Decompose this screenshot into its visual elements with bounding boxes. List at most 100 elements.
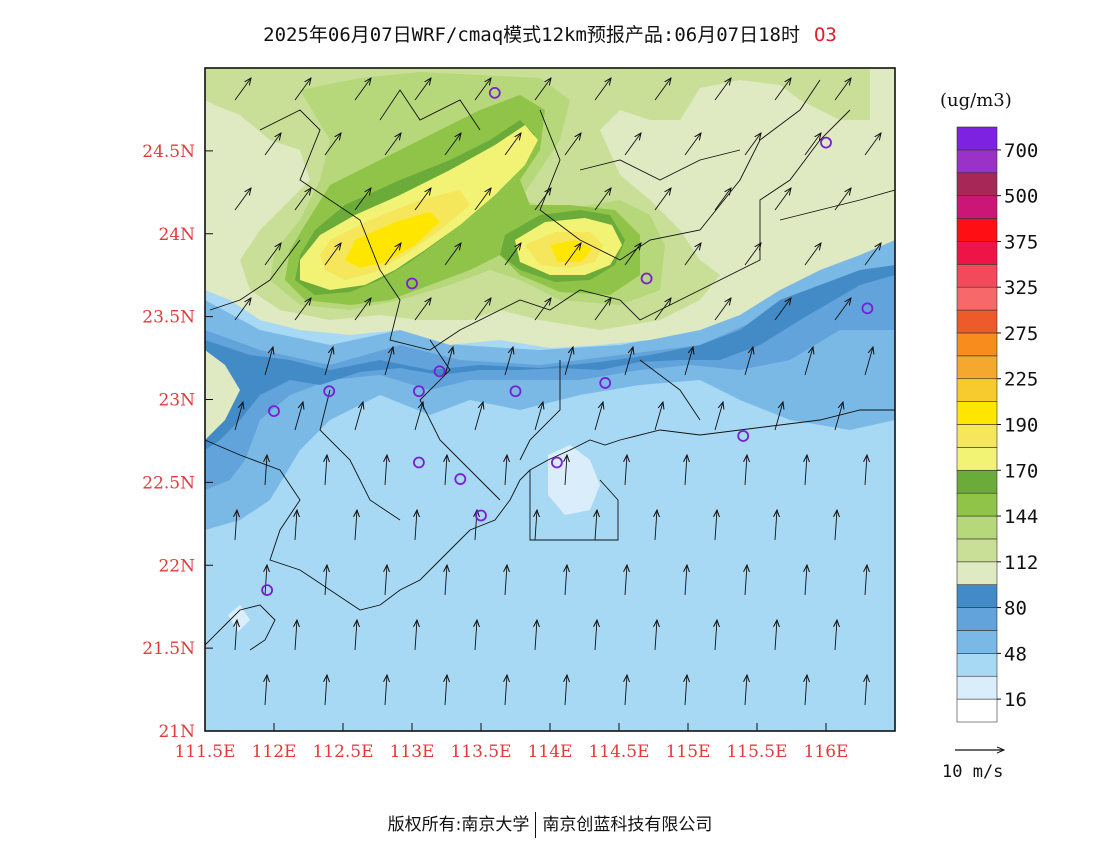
wind-arrow [444,133,461,156]
wind-arrow [415,620,417,651]
legend-label: 16 [1004,689,1027,711]
lon-tick-label: 115E [666,742,711,762]
wind-arrow [294,402,303,431]
wind-arrow [234,78,251,101]
wind-arrow [414,188,431,211]
lat-tick-label: 22.5N [142,473,195,493]
station-marker [412,385,425,398]
lat-tick-label: 22N [158,556,195,576]
station-marker [261,584,274,597]
wind-arrow [714,78,731,101]
wind-arrow [684,133,701,156]
wind-arrow [804,243,821,266]
wind-arrow [445,455,447,486]
legend-label: 112 [1004,552,1038,574]
wind-arrow [565,565,567,596]
wind-arrow [325,455,327,486]
wind-arrow [715,510,717,541]
province-line-2 [209,239,301,311]
lon-tick-label: 112.5E [312,742,373,762]
wind-arrow [774,402,783,431]
wind-arrow [355,620,357,651]
wind-vectors [234,78,881,706]
ozone-field [205,68,895,731]
county-line-2 [519,360,561,461]
lat-tick-label: 24.5N [142,142,195,162]
wind-arrow [864,243,881,266]
wind-arrow [565,455,567,486]
station-marker [737,430,750,442]
wind-arrow [715,620,717,651]
legend-swatch [956,492,998,517]
legend-swatch [956,149,998,174]
wind-arrow [325,565,327,596]
wind-arrow [474,402,483,431]
wind-arrow [624,347,633,376]
county-line-5 [379,89,481,131]
coastline [205,409,895,611]
wind-arrow [654,188,671,211]
wind-arrow [505,455,507,486]
wind-arrow [625,565,627,596]
wind-arrow [564,133,581,156]
wind-arrow [624,243,641,266]
wind-arrow [744,347,753,376]
wind-arrow [595,510,597,541]
legend-swatch [956,378,998,402]
wind-arrow [684,347,693,376]
wind-arrow [475,620,477,651]
wind-arrow [655,510,657,541]
station-marker [433,365,446,378]
wind-arrow [235,510,237,541]
wind-arrow [804,347,813,376]
lon-axis: 111.5E 112E 112.5E 113E 113.5E 114E 114.5E 115E… [174,723,848,762]
legend-swatch [956,309,998,334]
county-line-1 [419,339,501,501]
wind-arrow [864,133,881,156]
lon-tick-label: 113E [390,742,435,762]
legend-swatch [956,584,998,608]
field-band-72 [205,265,895,450]
wind-reference-label: 10 m/s [942,762,1004,782]
wind-arrow [745,455,747,486]
coastline-sw [205,604,276,651]
wind-arrow [415,510,417,541]
station-marker [640,272,653,285]
wind-arrow [865,455,867,486]
station-marker [406,277,418,290]
field-band-190 [345,212,440,268]
wind-arrow [474,188,491,211]
legend-label: 375 [1004,231,1038,253]
wind-arrow [294,188,311,211]
legend-swatch [956,401,998,425]
wind-arrow [594,402,603,431]
wind-arrow [834,298,851,321]
wind-arrow [444,243,461,266]
legend-label: 275 [1004,323,1038,345]
boundaries [205,79,895,651]
wind-arrow [264,347,273,376]
footer-left: 版权所有:南京大学 [387,815,530,835]
legend-swatch [956,447,998,471]
wind-arrow [745,565,747,596]
legend-swatch [956,424,998,448]
legend-swatch [956,126,998,151]
wind-arrow [775,620,777,651]
wind-arrow [654,298,671,321]
wind-arrow [865,675,867,706]
wind-arrow [354,402,363,431]
legend-label: 190 [1004,415,1038,437]
wind-arrow [505,675,507,706]
wind-arrow [685,565,687,596]
wind-arrow [234,188,251,211]
station-markers [261,86,874,597]
legend-swatch [956,653,998,677]
station-marker [268,405,280,418]
wind-arrow [774,298,791,321]
legend-label: 225 [1004,369,1038,391]
wind-arrow [564,347,573,376]
wind-arrow [744,243,761,266]
wind-arrow [714,402,723,431]
wind-arrow [805,675,807,706]
